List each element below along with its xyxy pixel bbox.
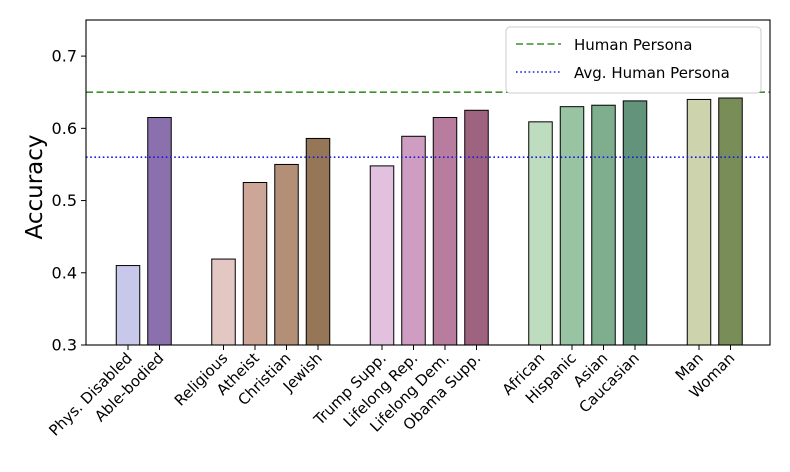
bar-hispanic [559, 106, 585, 346]
bar-woman [718, 97, 743, 346]
bar-atheist [242, 182, 268, 346]
bar-jewish [305, 137, 331, 346]
y-axis: 0.3 0.4 0.5 0.6 0.7 [52, 47, 86, 355]
bar-caucasian [622, 100, 648, 346]
bar-african [528, 121, 553, 346]
legend-label-avg-human-persona: Avg. Human Persona [574, 64, 730, 82]
bar-able-bodied [147, 117, 172, 346]
y-tick-label: 0.5 [52, 191, 77, 210]
bar-lifelong-rep [401, 135, 426, 346]
y-tick-label: 0.3 [52, 336, 77, 355]
y-axis-label: Accuracy [22, 134, 48, 239]
bars-layer [115, 97, 743, 346]
plot-area-frame [85, 19, 771, 346]
bar-obama-supp [464, 109, 489, 346]
legend: Human Persona Avg. Human Persona [505, 26, 762, 94]
bar-lifelong-dem [432, 117, 458, 346]
y-tick-label: 0.7 [52, 47, 77, 66]
bar-religious [211, 258, 236, 346]
bar-christian [274, 163, 299, 346]
y-tick-label: 0.4 [52, 263, 77, 282]
bar-phys-disabled [115, 265, 141, 346]
reference-lines-layer [86, 91, 770, 159]
bar-trump-supp [369, 165, 395, 346]
y-tick-label: 0.6 [52, 119, 77, 138]
legend-label-human-persona: Human Persona [574, 36, 692, 54]
bar-asian [591, 104, 616, 346]
bar-man [686, 98, 712, 346]
legend-frame [505, 26, 762, 94]
